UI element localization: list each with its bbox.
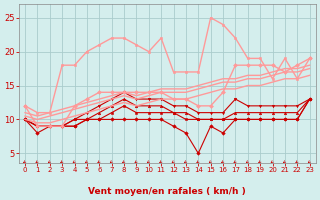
- X-axis label: Vent moyen/en rafales ( km/h ): Vent moyen/en rafales ( km/h ): [88, 187, 246, 196]
